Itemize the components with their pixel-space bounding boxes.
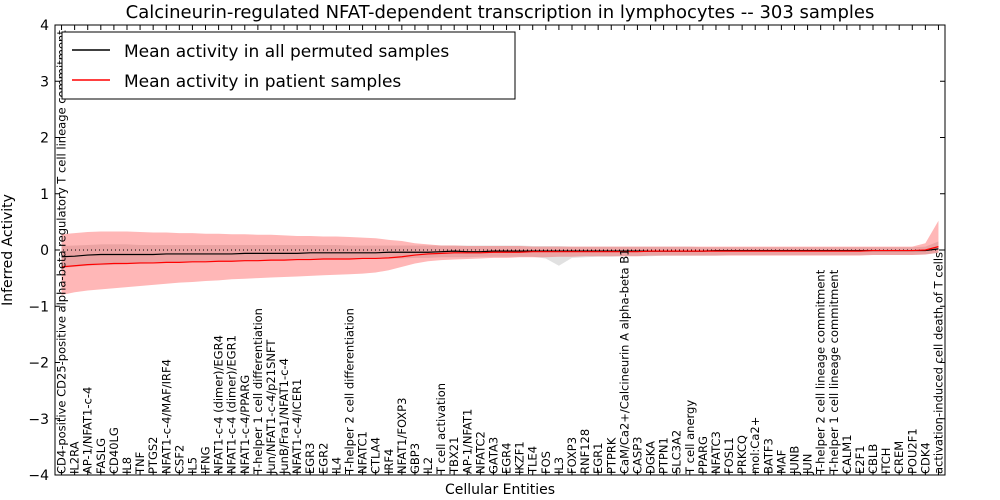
category-label: EGR4 — [500, 443, 514, 475]
category-label: CALM1 — [840, 434, 854, 474]
y-tick-label: 2 — [40, 131, 49, 147]
category-label: EGR1 — [591, 443, 605, 475]
category-label: PTGS2 — [146, 437, 160, 475]
category-label: PRKCQ — [735, 435, 749, 474]
band-patient — [61, 220, 939, 295]
category-label: FOS — [539, 451, 553, 474]
category-label: MAF — [774, 450, 788, 474]
category-label: IL5 — [185, 457, 199, 474]
y-tick-label: −4 — [28, 468, 49, 484]
category-label: FASLG — [94, 438, 108, 474]
category-label: TBX21 — [447, 437, 461, 475]
category-label: IL8 — [120, 457, 134, 474]
legend-label-permuted: Mean activity in all permuted samples — [124, 42, 449, 62]
category-label: POU2F1 — [905, 428, 919, 474]
category-label: EGR3 — [303, 443, 317, 475]
category-label: TLE4 — [526, 446, 540, 475]
x-axis — [61, 25, 939, 475]
y-tick-label: −2 — [28, 356, 49, 372]
category-label: E2F1 — [853, 445, 867, 474]
category-label: BATF3 — [761, 438, 775, 474]
confidence-bands — [61, 220, 939, 295]
y-tick-label: 0 — [40, 243, 49, 259]
category-label: PTPN1 — [657, 437, 671, 474]
category-label: NFAT1-c-4/MAF/IRF4 — [159, 359, 173, 474]
category-label: JunB/Fra1/NFAT1-c-4 — [277, 358, 291, 475]
category-label: RNF128 — [578, 429, 592, 474]
category-label: mol:Ca2+ — [748, 417, 762, 474]
category-label: CSF2 — [172, 445, 186, 474]
legend: Mean activity in all permuted samples Me… — [61, 31, 516, 100]
y-axis: −4 −3 −2 −1 0 1 2 3 4 — [28, 18, 945, 484]
category-label: ITCH — [879, 448, 893, 474]
category-label: IL4 — [329, 457, 343, 474]
category-label: CREM — [892, 441, 906, 474]
category-label: NFAT1-c-4 (dimer)/EGR4 — [212, 335, 226, 474]
category-label: CD40LG — [107, 427, 121, 474]
category-label: GATA3 — [486, 437, 500, 474]
category-label: Jun/NFAT1-c-4/p21SNFT — [264, 339, 278, 475]
category-label: TNF — [133, 452, 147, 475]
category-label: IL3 — [552, 457, 566, 474]
category-label: IRF4 — [382, 449, 396, 474]
category-label: AP-1/NFAT1 — [460, 409, 474, 474]
category-label: CBLB — [866, 444, 880, 474]
category-label: CDK4 — [918, 442, 932, 474]
category-label: AP-1/NFAT1-c-4 — [81, 387, 95, 474]
category-label: PTPRK — [604, 437, 618, 474]
category-label: T-helper 1 cell lineage commitment — [827, 269, 841, 475]
category-label: T-helper 2 cell differentiation — [342, 308, 356, 475]
category-label: CTLA4 — [369, 437, 383, 474]
category-label: JUN — [801, 454, 815, 475]
category-label: T cell anergy — [683, 400, 697, 475]
legend-label-patient: Mean activity in patient samples — [124, 72, 401, 92]
y-tick-label: 4 — [40, 18, 49, 34]
category-label: IL2RA — [68, 441, 82, 474]
category-label: NFATC1 — [356, 431, 370, 474]
category-label: FOSL1 — [722, 437, 736, 474]
category-label: NFAT1-c-4/PPARG — [238, 375, 252, 474]
chart-title: Calcineurin-regulated NFAT-dependent tra… — [126, 2, 875, 23]
x-axis-label: Cellular Entities — [445, 482, 555, 498]
category-label: DGKA — [644, 441, 658, 474]
y-tick-label: −1 — [28, 299, 49, 315]
category-label: T-helper 1 cell differentiation — [251, 308, 265, 475]
category-label: IL2 — [421, 457, 435, 474]
category-label: T cell activation — [434, 383, 448, 475]
y-tick-label: 1 — [40, 187, 49, 203]
category-label: NFATC2 — [473, 431, 487, 474]
series-line-patient — [61, 246, 939, 268]
category-tick-labels: CD4-positive CD25-positive alpha-beta re… — [55, 30, 946, 475]
category-label: PPARG — [696, 436, 710, 474]
category-label: IFNG — [199, 446, 213, 474]
y-tick-label: −3 — [28, 412, 49, 428]
category-label: CASP3 — [630, 437, 644, 474]
category-label: NFAT1-c-4/ICER1 — [290, 379, 304, 474]
category-label: NFATC3 — [709, 431, 723, 474]
legend-box — [61, 31, 516, 100]
y-tick-label: 3 — [40, 74, 49, 90]
category-label: EGR2 — [316, 443, 330, 475]
category-label: FOXP3 — [565, 437, 579, 474]
y-axis-label: Inferred Activity — [0, 194, 16, 306]
band-permuted — [61, 241, 939, 268]
category-label: SLC3A2 — [670, 430, 684, 474]
category-label: CaM/Ca2+/Calcineurin A alpha-beta B1 — [617, 249, 631, 474]
category-label: T-helper 2 cell lineage commitment — [814, 269, 828, 475]
category-label: NFAT1/FOXP3 — [395, 398, 409, 474]
series-lines — [61, 246, 939, 268]
category-label: GBP3 — [408, 443, 422, 474]
category-label: IKZF1 — [513, 441, 527, 474]
category-label: JUNB — [787, 446, 801, 475]
category-label: NFAT1-c-4 (dimer)/EGR1 — [225, 335, 239, 474]
